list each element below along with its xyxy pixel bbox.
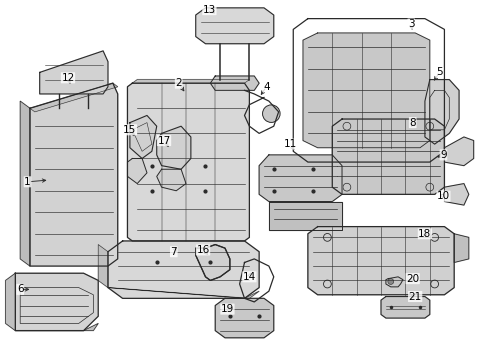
Polygon shape — [108, 288, 259, 298]
Polygon shape — [195, 244, 229, 280]
Polygon shape — [130, 116, 157, 158]
Text: 8: 8 — [408, 118, 415, 128]
Circle shape — [262, 105, 280, 122]
Text: 10: 10 — [436, 191, 449, 201]
Polygon shape — [380, 297, 429, 318]
Polygon shape — [453, 234, 468, 262]
Polygon shape — [132, 80, 249, 83]
Text: 4: 4 — [263, 82, 269, 92]
Polygon shape — [195, 8, 273, 44]
Text: 11: 11 — [284, 139, 297, 149]
Text: 14: 14 — [242, 272, 256, 282]
Polygon shape — [30, 83, 118, 112]
Text: 9: 9 — [439, 150, 446, 160]
Polygon shape — [444, 184, 468, 205]
Text: 12: 12 — [61, 73, 75, 83]
Polygon shape — [20, 101, 30, 266]
Polygon shape — [259, 155, 341, 202]
Text: 17: 17 — [157, 136, 170, 145]
Polygon shape — [127, 158, 147, 184]
Polygon shape — [157, 126, 190, 169]
Text: 2: 2 — [175, 78, 182, 88]
Text: 20: 20 — [406, 274, 418, 284]
Polygon shape — [444, 137, 473, 166]
Polygon shape — [15, 273, 98, 330]
Polygon shape — [5, 273, 15, 330]
Text: 1: 1 — [24, 177, 31, 187]
Polygon shape — [30, 83, 118, 266]
Polygon shape — [210, 76, 259, 90]
Text: 18: 18 — [417, 229, 430, 239]
Text: 16: 16 — [196, 245, 209, 255]
Text: 3: 3 — [407, 19, 414, 29]
Polygon shape — [15, 323, 98, 330]
Circle shape — [387, 279, 393, 284]
Polygon shape — [108, 241, 259, 298]
Polygon shape — [307, 226, 453, 295]
Polygon shape — [385, 277, 402, 287]
Polygon shape — [424, 80, 458, 144]
Polygon shape — [303, 33, 429, 148]
Polygon shape — [127, 83, 249, 241]
Text: 21: 21 — [407, 292, 421, 302]
Text: 15: 15 — [123, 125, 136, 135]
Polygon shape — [98, 244, 108, 288]
Text: 13: 13 — [203, 5, 216, 15]
Polygon shape — [268, 202, 341, 230]
Polygon shape — [215, 298, 273, 338]
Polygon shape — [157, 169, 185, 191]
Text: 7: 7 — [170, 247, 177, 257]
Polygon shape — [331, 119, 444, 194]
Text: 6: 6 — [17, 284, 23, 294]
Text: 19: 19 — [221, 304, 234, 314]
Polygon shape — [40, 51, 108, 94]
Text: 5: 5 — [435, 67, 442, 77]
